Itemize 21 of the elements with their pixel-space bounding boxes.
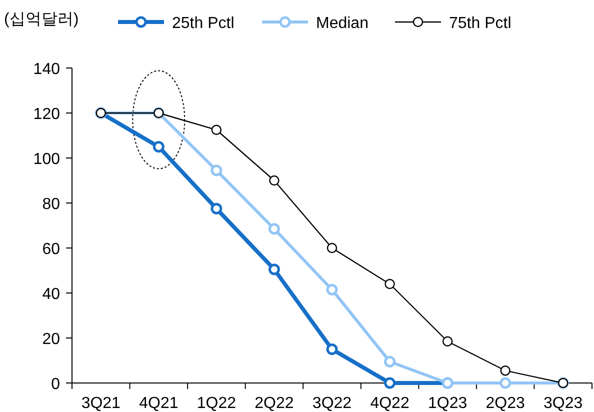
x-tick-label: 2Q23 <box>486 395 526 412</box>
y-tick-label: 140 <box>33 61 60 78</box>
x-tick-label: 3Q22 <box>312 395 352 412</box>
y-tick-label: 80 <box>42 196 60 213</box>
y-tick-label: 20 <box>42 331 60 348</box>
x-tick-label: 2Q22 <box>254 395 294 412</box>
x-tick-label: 1Q23 <box>428 395 468 412</box>
y-tick-label: 0 <box>51 376 60 393</box>
legend-label: Median <box>316 15 368 32</box>
legend-label: 75th Pctl <box>449 15 512 32</box>
y-tick-label: 120 <box>33 106 60 123</box>
y-tick-label: 40 <box>42 286 60 303</box>
x-tick-label: 3Q21 <box>81 395 121 412</box>
x-tick-label: 4Q21 <box>139 395 178 412</box>
x-tick-label: 3Q23 <box>544 395 583 412</box>
y-tick-label: 60 <box>42 241 60 258</box>
x-tick-label: 1Q22 <box>196 395 236 412</box>
legend-label: 25th Pctl <box>172 15 234 32</box>
y-tick-label: 100 <box>33 151 60 168</box>
x-tick-label: 4Q22 <box>370 395 410 412</box>
y-axis-title: (십억달러) <box>4 11 79 28</box>
